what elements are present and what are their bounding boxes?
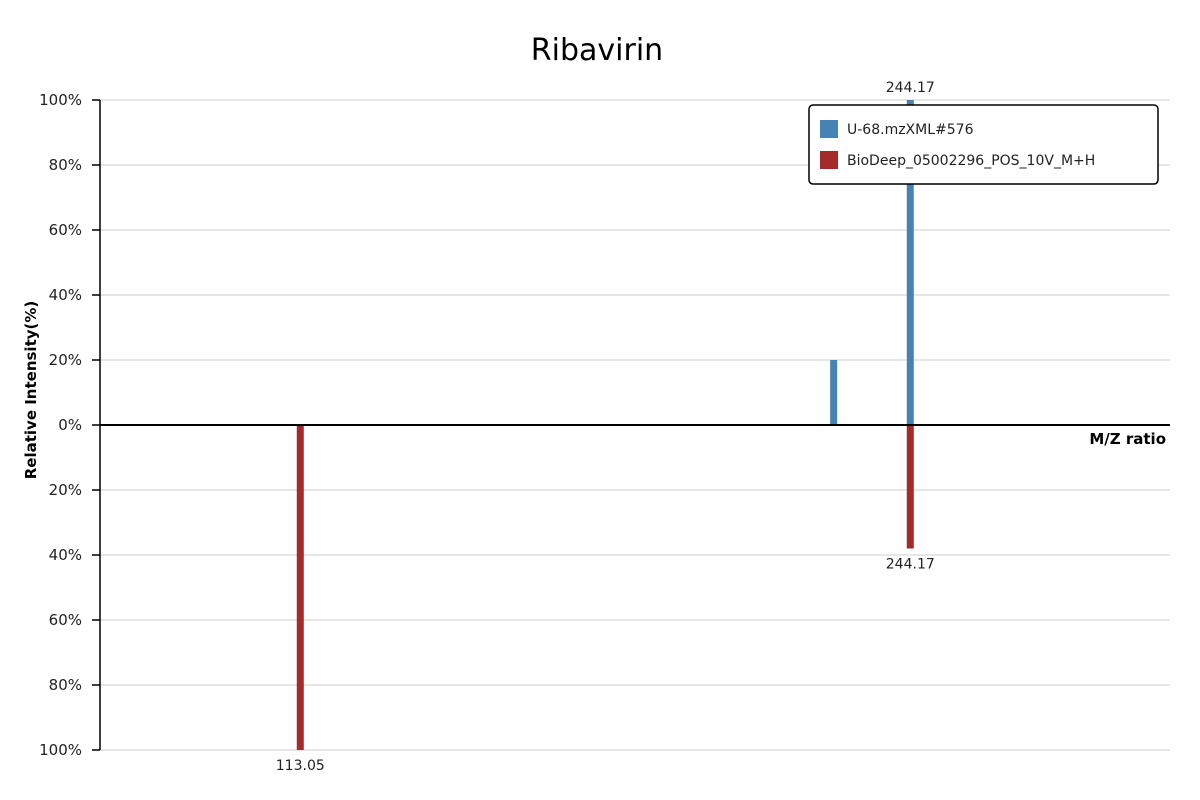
legend-label-query: U-68.mzXML#576 bbox=[847, 122, 974, 138]
y-axis-ticks: 100% 80% 60% 40% 20% 0% 20% 40% 60% 80% 100% bbox=[39, 91, 100, 759]
grid-lines bbox=[100, 99, 1170, 751]
legend: U-68.mzXML#576 BioDeep_05002296_POS_10V_… bbox=[808, 104, 1159, 185]
reference-peak-label: 113.05 bbox=[276, 758, 325, 774]
peak-labels: 244.17 113.05 244.17 bbox=[276, 80, 935, 774]
query-peak-label: 244.17 bbox=[886, 80, 935, 96]
y-axis-title: Relative Intensity(%) bbox=[22, 301, 40, 480]
reference-peak-label: 244.17 bbox=[886, 557, 935, 573]
y-tick-label: 40% bbox=[49, 286, 82, 304]
y-tick-label: 80% bbox=[49, 676, 82, 694]
x-axis-title: M/Z ratio bbox=[1089, 430, 1166, 448]
reference-peak-bar bbox=[906, 425, 914, 549]
y-tick-label: 100% bbox=[39, 91, 82, 109]
y-tick-label: 0% bbox=[58, 416, 82, 434]
reference-peak-bar bbox=[296, 425, 304, 750]
y-tick-label: 20% bbox=[49, 351, 82, 369]
y-tick-label: 80% bbox=[49, 156, 82, 174]
y-tick-label: 40% bbox=[49, 546, 82, 564]
y-tick-label: 60% bbox=[49, 611, 82, 629]
y-tick-label: 60% bbox=[49, 221, 82, 239]
legend-swatch-query bbox=[820, 120, 838, 138]
query-peak-bar bbox=[830, 360, 838, 425]
legend-box bbox=[808, 104, 1159, 185]
y-tick-label: 100% bbox=[39, 741, 82, 759]
y-tick-label: 20% bbox=[49, 481, 82, 499]
chart-title: Ribavirin bbox=[531, 33, 663, 68]
peak-bars bbox=[296, 100, 914, 750]
legend-swatch-reference bbox=[820, 151, 838, 169]
legend-label-reference: BioDeep_05002296_POS_10V_M+H bbox=[847, 153, 1095, 169]
query-peak-bar bbox=[906, 100, 914, 425]
